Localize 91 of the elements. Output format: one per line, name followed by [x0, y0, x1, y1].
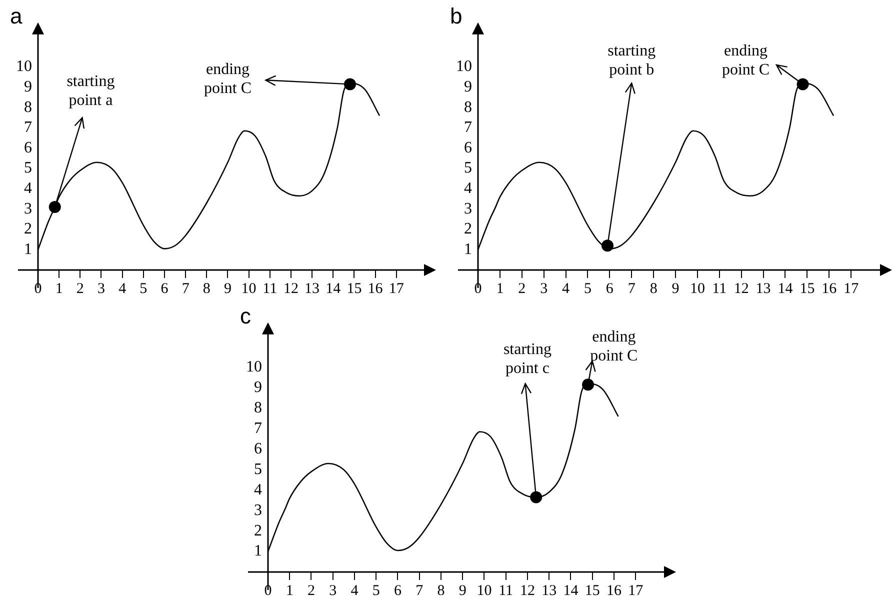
annotation: ending point C — [204, 60, 252, 97]
y-tick-label: 6 — [464, 139, 472, 156]
x-tick-label: 6 — [394, 582, 402, 599]
x-tick-label: 16 — [606, 582, 622, 599]
y-tick-label: 9 — [254, 378, 262, 396]
x-tick-label: 0 — [264, 582, 272, 599]
y-tick-label: 2 — [24, 220, 32, 238]
y-tick-label: 9 — [464, 78, 472, 96]
y-tick-label: 5 — [464, 160, 472, 177]
x-tick-label: 15 — [800, 280, 815, 297]
y-tick-label: 2 — [254, 522, 262, 540]
x-tick-label: 0 — [474, 280, 482, 297]
x-tick-label: 13 — [542, 582, 557, 599]
x-tick-label: 3 — [97, 280, 105, 297]
y-tick-label: 5 — [254, 460, 262, 478]
annotation: ending point C — [590, 328, 638, 364]
y-tick-label: 8 — [24, 98, 32, 116]
x-tick-label: 1 — [496, 280, 504, 297]
x-tick-label: 10 — [690, 280, 705, 297]
x-tick-label: 17 — [628, 582, 644, 599]
x-tick-label: 11 — [262, 280, 278, 297]
x-tick-label: 12 — [283, 280, 298, 297]
x-tick-label: 2 — [307, 582, 315, 599]
x-tick-label: 13 — [756, 280, 771, 297]
x-tick-label: 17 — [844, 280, 860, 297]
y-tick-label: 10 — [456, 58, 472, 76]
x-tick-label: 6 — [160, 280, 169, 297]
y-tick-label: 4 — [24, 180, 32, 197]
y-tick-label: 3 — [24, 200, 32, 218]
y-tick-label: 8 — [464, 98, 472, 116]
x-tick-label: 11 — [712, 280, 727, 297]
chart-title: c — [240, 303, 251, 328]
x-tick-label: 2 — [76, 280, 84, 297]
x-tick-label: 10 — [476, 582, 492, 599]
y-tick-label: 3 — [464, 200, 472, 218]
x-tick-label: 14 — [778, 280, 794, 297]
chart-title: b — [450, 3, 462, 28]
x-tick-label: 3 — [329, 582, 337, 599]
y-tick-label: 2 — [464, 220, 472, 238]
annotation: starting point a — [66, 73, 115, 110]
x-tick-label: 13 — [304, 280, 320, 297]
x-tick-label: 6 — [606, 280, 614, 297]
x-tick-label: 7 — [628, 280, 636, 297]
annotation: ending point C — [722, 42, 770, 79]
x-tick-label: 4 — [118, 280, 127, 297]
x-tick-label: 11 — [498, 582, 514, 599]
y-tick-label: 7 — [464, 119, 472, 136]
x-tick-label: 5 — [140, 280, 148, 297]
x-tick-label: 1 — [286, 582, 294, 599]
x-tick-label: 7 — [416, 582, 424, 599]
y-tick-label: 4 — [464, 180, 472, 197]
x-tick-label: 14 — [563, 582, 579, 599]
x-tick-label: 16 — [822, 280, 838, 297]
x-tick-label: 12 — [734, 280, 749, 297]
x-tick-label: 8 — [437, 582, 445, 599]
y-tick-label: 7 — [254, 420, 262, 437]
x-tick-label: 7 — [182, 280, 190, 297]
x-tick-label: 4 — [350, 582, 359, 599]
x-tick-label: 17 — [388, 280, 404, 297]
x-tick-label: 5 — [584, 280, 592, 297]
x-tick-label: 8 — [202, 280, 210, 297]
x-tick-label: 16 — [368, 280, 384, 297]
y-tick-label: 4 — [254, 481, 262, 498]
x-tick-label: 9 — [672, 280, 680, 297]
y-tick-label: 7 — [24, 119, 32, 136]
x-tick-label: 14 — [326, 280, 342, 297]
x-tick-label: 1 — [55, 280, 63, 297]
x-tick-label: 12 — [520, 582, 535, 599]
x-tick-label: 4 — [562, 280, 570, 297]
y-tick-label: 1 — [254, 542, 262, 560]
x-tick-label: 15 — [346, 280, 362, 297]
y-tick-label: 9 — [24, 78, 32, 96]
x-tick-label: 5 — [372, 582, 380, 599]
y-tick-label: 3 — [254, 502, 262, 519]
annotation: starting point b — [608, 42, 656, 79]
x-tick-label: 0 — [34, 280, 42, 297]
y-tick-label: 1 — [24, 240, 32, 258]
annotation: starting point c — [503, 340, 552, 377]
y-tick-label: 8 — [254, 399, 262, 416]
x-tick-label: 3 — [540, 280, 548, 297]
x-tick-label: 8 — [650, 280, 658, 297]
x-tick-label: 15 — [584, 582, 600, 599]
y-tick-label: 6 — [254, 440, 262, 458]
y-tick-label: 1 — [464, 240, 472, 258]
x-tick-label: 9 — [224, 280, 232, 297]
y-tick-label: 10 — [16, 58, 32, 76]
chart-title: a — [10, 3, 23, 28]
x-tick-label: 2 — [518, 280, 526, 297]
y-tick-label: 6 — [24, 139, 32, 156]
y-tick-label: 5 — [24, 160, 32, 177]
y-tick-label: 10 — [246, 358, 262, 376]
